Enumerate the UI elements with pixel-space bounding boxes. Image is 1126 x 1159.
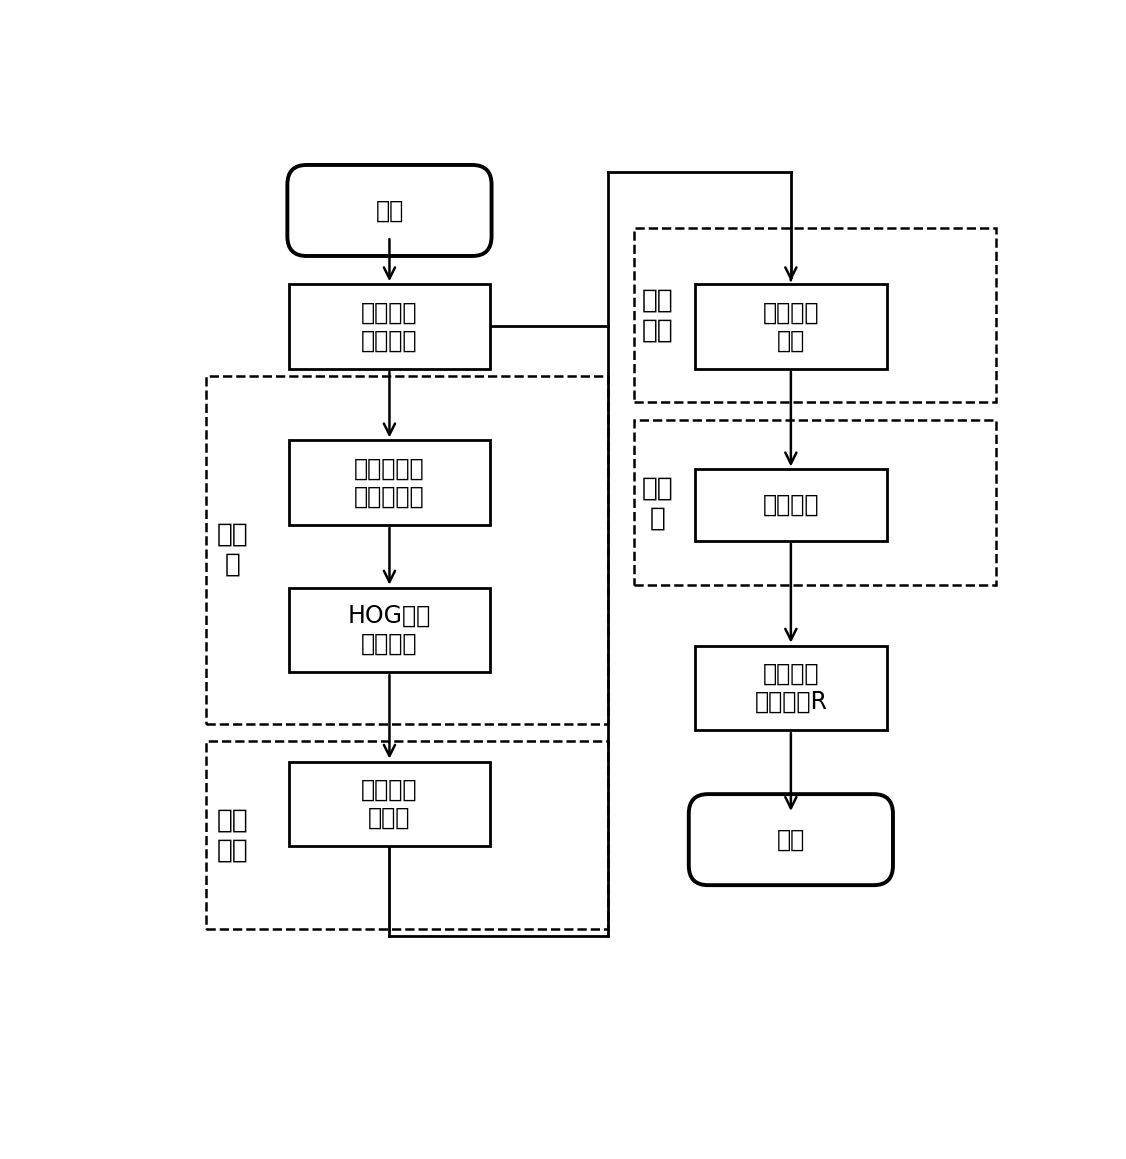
Bar	[289, 440, 490, 525]
Text: 目标
搜索: 目标 搜索	[216, 807, 248, 863]
Text: 确定目标
候选区域R: 确定目标 候选区域R	[754, 662, 828, 714]
Text: 计算光流
向量场: 计算光流 向量场	[361, 778, 418, 830]
Bar	[695, 284, 887, 369]
Text: 结束: 结束	[777, 828, 805, 852]
Text: 输入造影
序列图像: 输入造影 序列图像	[361, 300, 418, 352]
Bar	[289, 284, 490, 369]
FancyBboxPatch shape	[287, 165, 492, 256]
Text: 初始帧选取
待跟踪区域: 初始帧选取 待跟踪区域	[355, 457, 425, 509]
Bar	[634, 421, 997, 585]
Text: 重采
样: 重采 样	[642, 475, 673, 531]
Bar	[695, 469, 887, 540]
Bar	[289, 588, 490, 672]
Bar	[634, 228, 997, 402]
Text: 权重
评价: 权重 评价	[642, 287, 673, 344]
FancyBboxPatch shape	[689, 794, 893, 885]
Text: 初始
化: 初始 化	[216, 522, 248, 577]
Text: 开始: 开始	[375, 198, 403, 223]
Text: 计算粒子
权重: 计算粒子 权重	[762, 300, 819, 352]
Bar	[289, 761, 490, 846]
Bar	[206, 376, 608, 723]
Bar	[695, 646, 887, 730]
Bar	[206, 742, 608, 928]
Text: HOG特征
算子提取: HOG特征 算子提取	[348, 604, 431, 656]
Text: 更新粒子: 更新粒子	[762, 493, 819, 517]
